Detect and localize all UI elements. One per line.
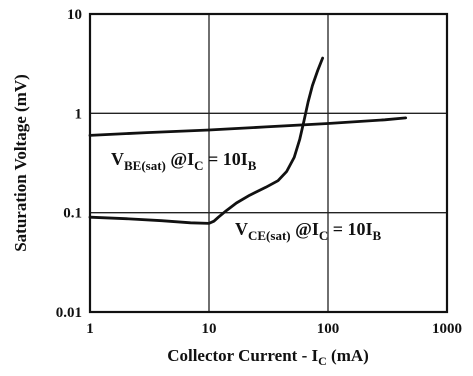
- y-axis-title: Saturation Voltage (mV): [11, 74, 30, 252]
- vce-annotation: VCE(sat) @IC = 10IB: [235, 219, 382, 243]
- vce-curve: [88, 56, 325, 225]
- vbe-annotation: VBE(sat) @IC = 10IB: [111, 149, 257, 173]
- y-tick-label: 0.01: [56, 305, 82, 321]
- x-tick-label: 1: [86, 321, 94, 337]
- plot-frame: [88, 12, 449, 314]
- y-tick-label: 1: [75, 106, 83, 122]
- y-tick-label: 0.1: [63, 206, 82, 222]
- grid-lines: [90, 14, 447, 312]
- curves: [88, 56, 408, 225]
- x-tick-label: 100: [317, 321, 340, 337]
- y-tick-label: 10: [67, 7, 82, 23]
- x-tick-label: 10: [202, 321, 217, 337]
- x-tick-label: 1000: [432, 321, 462, 337]
- vbe-curve: [88, 116, 408, 137]
- tick-labels: 1 10 100 1000 0.01 0.1 1 10: [56, 7, 462, 337]
- x-axis-title: Collector Current - IC (mA): [167, 346, 369, 368]
